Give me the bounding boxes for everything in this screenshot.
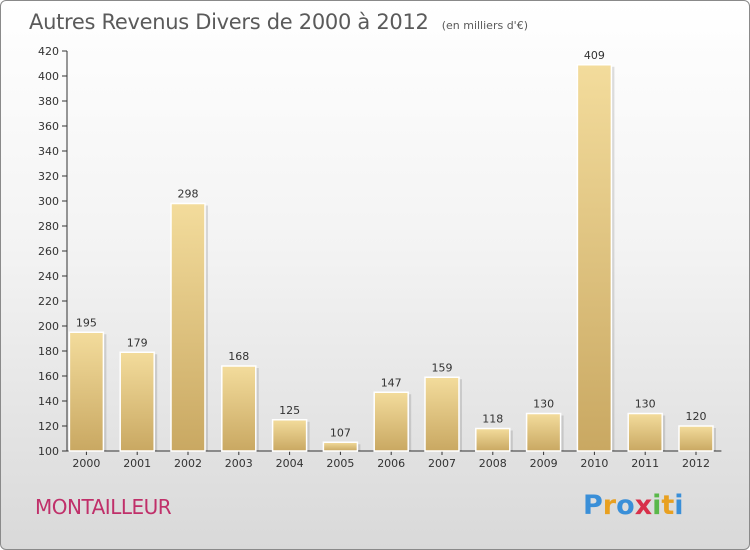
- x-tick-label-2002: 2002: [174, 457, 202, 470]
- bars: [68, 64, 716, 452]
- logo-letter: r: [602, 490, 617, 521]
- data-label-2005: 107: [330, 426, 351, 439]
- commune-name: MONTAILLEUR: [35, 495, 172, 519]
- x-tick-label-2007: 2007: [428, 457, 456, 470]
- data-label-2001: 179: [127, 336, 148, 349]
- data-label-2003: 168: [228, 350, 249, 363]
- logo-letter: i: [652, 490, 662, 521]
- y-tick-label: 380: [38, 95, 59, 108]
- y-tick-label: 400: [38, 70, 59, 83]
- logo-letter: t: [661, 490, 675, 521]
- y-tick-label: 200: [38, 320, 59, 333]
- data-label-2006: 147: [381, 376, 402, 389]
- y-tick-label: 360: [38, 120, 59, 133]
- bar-2012[interactable]: [678, 425, 714, 452]
- data-label-2000: 195: [76, 316, 97, 329]
- y-tick-label: 320: [38, 170, 59, 183]
- x-tick-label-2010: 2010: [580, 457, 608, 470]
- bar-2006[interactable]: [373, 391, 409, 452]
- bar-2011[interactable]: [627, 412, 663, 452]
- y-tick-label: 420: [38, 45, 59, 58]
- bar-2001[interactable]: [119, 351, 155, 452]
- x-tick-label-2011: 2011: [631, 457, 659, 470]
- logo-letter: x: [634, 490, 653, 521]
- bar-2007[interactable]: [424, 376, 460, 452]
- x-tick-label-2003: 2003: [225, 457, 253, 470]
- y-axis: 100 120 140 160 180 200 220 240 260 280 300 320 340 3…: [38, 45, 68, 458]
- y-tick-label: 160: [38, 370, 59, 383]
- bar-2004[interactable]: [271, 419, 308, 452]
- y-tick-label: 120: [38, 420, 59, 433]
- x-axis: 2000 2001 2002 2003 2004 2005 2006 2007 2008 2009…: [67, 450, 722, 470]
- logo-letter: P: [583, 490, 603, 521]
- data-label-2008: 118: [482, 413, 503, 426]
- data-label-2012: 120: [686, 410, 707, 423]
- chart-title: Autres Revenus Divers de 2000 à 2012: [29, 10, 429, 34]
- x-tick-label-2006: 2006: [377, 457, 405, 470]
- x-tick-label-2000: 2000: [72, 457, 100, 470]
- y-tick-label: 300: [38, 195, 59, 208]
- bar-2002[interactable]: [170, 202, 206, 452]
- x-tick-label-2004: 2004: [276, 457, 304, 470]
- y-tick-label: 140: [38, 395, 59, 408]
- x-tick-label-2008: 2008: [479, 457, 507, 470]
- bar-2009[interactable]: [525, 412, 562, 452]
- y-tick-label: 100: [38, 445, 59, 458]
- y-tick-label: 340: [38, 145, 59, 158]
- x-tick-label-2009: 2009: [530, 457, 558, 470]
- y-tick-label: 220: [38, 295, 59, 308]
- proxiti-logo[interactable]: Proxiti: [583, 490, 684, 521]
- chart-unit: (en milliers d'€): [441, 19, 528, 32]
- logo-letter: i: [674, 490, 684, 521]
- bar-2005[interactable]: [322, 441, 359, 452]
- logo-letter: o: [616, 490, 635, 521]
- x-tick-label-2005: 2005: [326, 457, 354, 470]
- title-row: Autres Revenus Divers de 2000 à 2012 (en…: [29, 10, 528, 34]
- y-tick-label: 260: [38, 245, 59, 258]
- bar-2000[interactable]: [68, 331, 105, 452]
- bar-2008[interactable]: [475, 427, 511, 452]
- data-labels: 195 179 298 168 125 107 147 159 118 130 409 130 120: [76, 49, 707, 440]
- y-tick-label: 180: [38, 345, 59, 358]
- x-tick-label-2001: 2001: [123, 457, 151, 470]
- data-label-2007: 159: [432, 361, 453, 374]
- data-label-2004: 125: [279, 404, 300, 417]
- y-tick-label: 240: [38, 270, 59, 283]
- data-label-2009: 130: [533, 398, 554, 411]
- bar-2010[interactable]: [576, 64, 613, 452]
- data-label-2011: 130: [635, 398, 656, 411]
- x-tick-label-2012: 2012: [682, 457, 710, 470]
- data-label-2010: 409: [584, 49, 605, 62]
- y-tick-label: 280: [38, 220, 59, 233]
- data-label-2002: 298: [178, 188, 199, 201]
- bar-2003[interactable]: [221, 365, 257, 452]
